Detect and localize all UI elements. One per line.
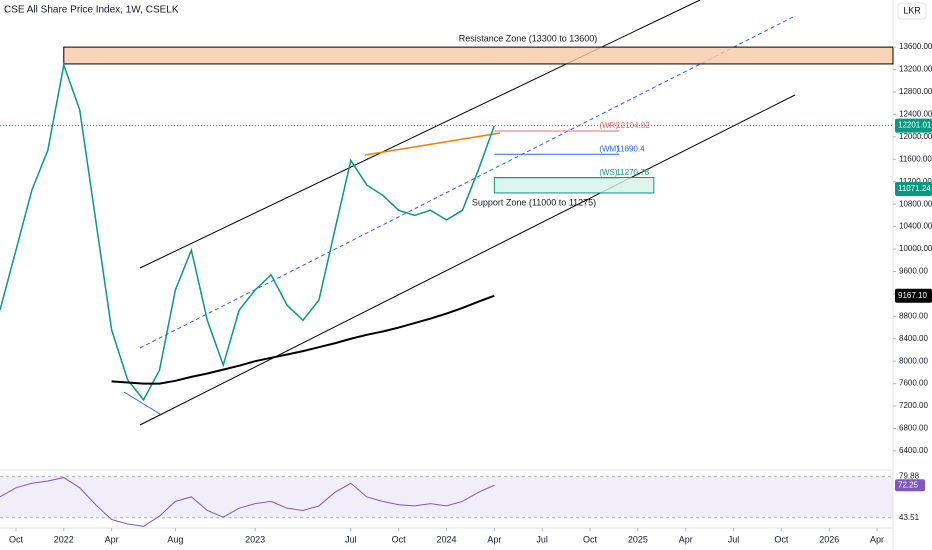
x-tick-label: Oct (583, 534, 598, 544)
y-tick-label: 8800.00 (899, 311, 928, 320)
y-tick-label: 12800.00 (899, 87, 932, 96)
level-name: (WR) (599, 121, 618, 130)
rsi-last-box (895, 479, 925, 492)
price-label-box (895, 118, 932, 133)
x-tick-label: Jul (536, 534, 548, 544)
y-tick-label: 11200.00 (899, 177, 932, 186)
y-tick-label: 10800.00 (899, 199, 932, 208)
y-tick-label: 12000.00 (899, 132, 932, 141)
zone (493, 177, 655, 194)
x-tick-label: Apr (105, 534, 119, 544)
x-tick-label: Jul (728, 534, 740, 544)
channel-lower (139, 94, 796, 426)
currency-box (897, 2, 927, 20)
x-tick-label: 2022 (54, 534, 74, 544)
x-tick-label: Oct (9, 534, 24, 544)
y-tick-label: 6400.00 (899, 446, 928, 455)
y-tick-label: 9600.00 (899, 267, 928, 276)
price-label: 11071.24 (898, 184, 931, 193)
trend-line (364, 132, 501, 156)
y-tick-label: 10400.00 (899, 222, 932, 231)
x-tick-label: Apr (679, 534, 693, 544)
price-line (0, 62, 496, 402)
zone-label: Resistance Zone (13300 to 13600) (459, 33, 598, 43)
level-name: (WS) (599, 168, 618, 177)
y-tick-label: 13600.00 (899, 42, 932, 51)
price-label: 12201.01 (898, 121, 932, 130)
x-tick-label: Oct (392, 534, 407, 544)
rsi-band (0, 476, 893, 518)
channel-upper (139, 0, 701, 269)
rsi-line (0, 477, 495, 527)
x-tick-label: Jul (345, 534, 357, 544)
channel-mid (139, 15, 796, 349)
x-tick-label: 2025 (628, 534, 648, 544)
y-tick-label: 7200.00 (899, 401, 928, 410)
zone (63, 46, 894, 65)
x-tick-label: Aug (167, 534, 183, 544)
level-value: 11270.78 (616, 168, 649, 177)
x-tick-label: 2026 (819, 534, 839, 544)
x-tick-label: 2024 (436, 534, 456, 544)
y-tick-label: 8400.00 (899, 334, 928, 343)
rsi-last: 72.25 (898, 480, 919, 489)
level-name: (WM) (599, 144, 619, 153)
y-tick-label: 10000.00 (899, 244, 932, 253)
price-label-box (895, 288, 932, 303)
y-tick-label: 13200.00 (899, 65, 932, 74)
zone-label: Support Zone (11000 to 11275) (472, 197, 596, 207)
y-tick-label: 7600.00 (899, 379, 928, 388)
chart-title: CSE All Share Price Index, 1W, CSELK (4, 5, 179, 16)
x-tick-label: Apr (870, 534, 884, 544)
rsi-tick-label: 79.88 (899, 472, 920, 481)
price-label: 9167.10 (898, 291, 927, 300)
price-label-box (895, 181, 932, 196)
y-tick-label: 8000.00 (899, 356, 928, 365)
y-tick-label: 12400.00 (899, 110, 932, 119)
x-tick-label: Oct (774, 534, 789, 544)
level-value: 11690.4 (616, 144, 645, 153)
trend-line (123, 391, 161, 415)
price-line (111, 294, 495, 385)
x-tick-label: 2023 (245, 534, 265, 544)
rsi-tick-label: 43.51 (899, 513, 920, 522)
y-tick-label: 6800.00 (899, 424, 928, 433)
x-tick-label: Apr (487, 534, 501, 544)
y-tick-label: 11600.00 (899, 154, 932, 163)
currency: LKR (903, 5, 921, 15)
